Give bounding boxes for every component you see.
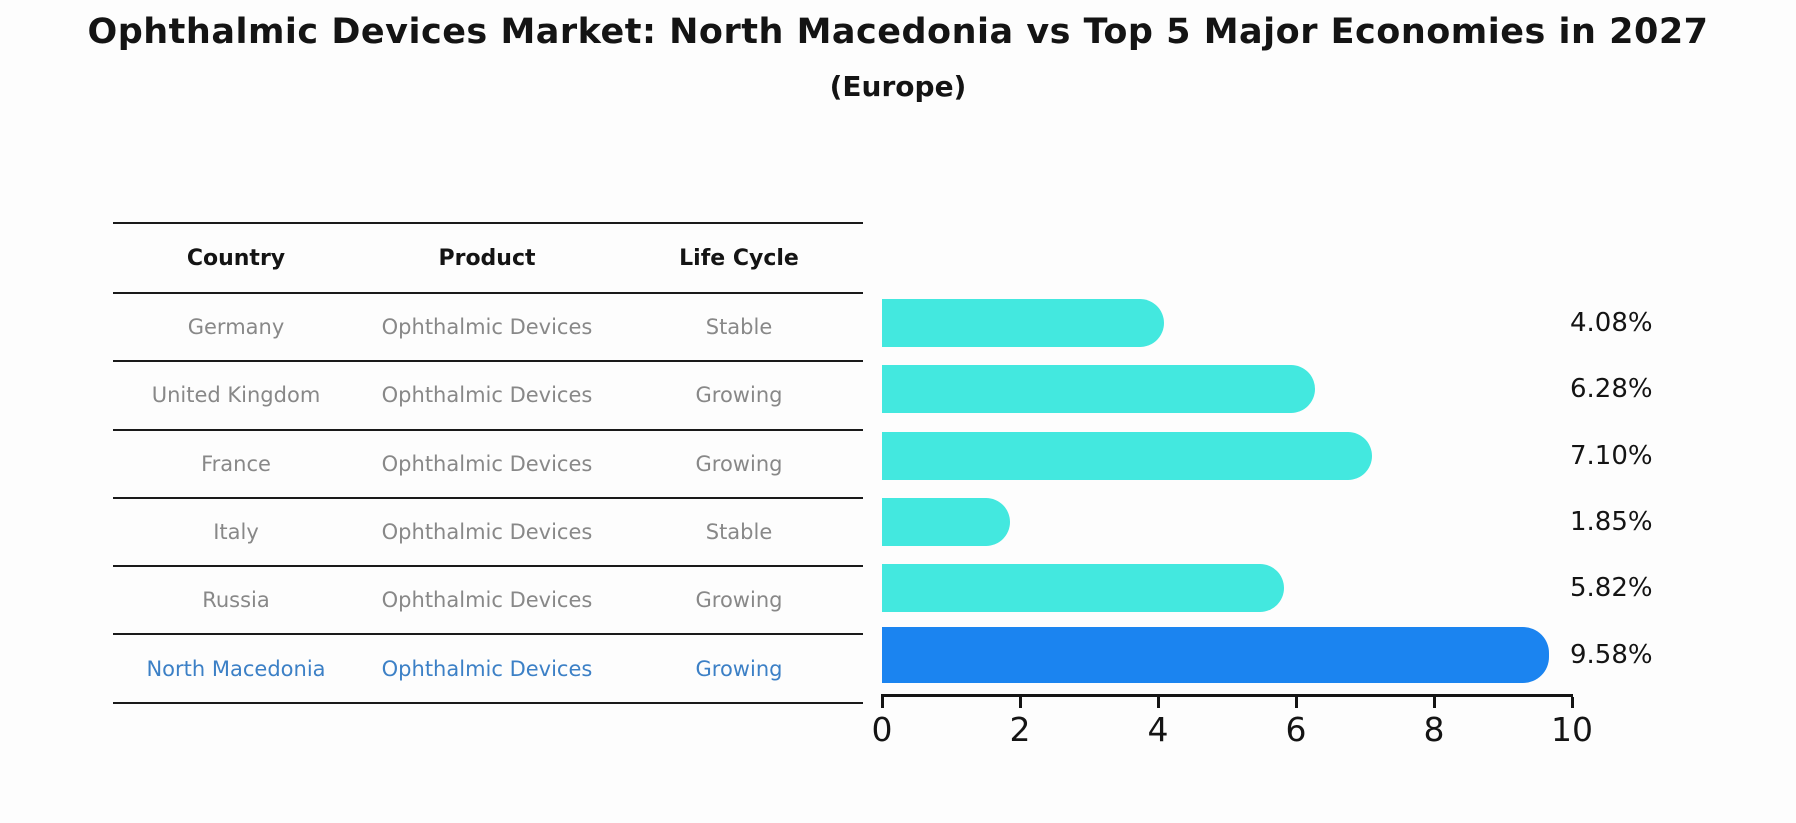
cell-life-cycle: Growing [615,634,863,704]
cell-country: North Macedonia [113,634,359,704]
x-tick-label: 6 [1285,710,1307,749]
cell-product: Ophthalmic Devices [359,361,615,431]
tick-mark [880,697,884,708]
x-tick-label: 2 [1009,710,1031,749]
cell-product: Ophthalmic Devices [359,634,615,704]
cell-product: Ophthalmic Devices [359,566,615,636]
bar-row-france: 7.10% [882,423,1653,489]
tick-mark [1432,697,1436,708]
table-row-north-macedonia: North Macedonia Ophthalmic Devices Growi… [113,634,863,704]
bar-row-north-macedonia: 9.58% [882,622,1653,688]
header-country: Country [113,223,359,294]
x-tick-label: 0 [871,710,893,749]
table-row-united-kingdom: United Kingdom Ophthalmic Devices Growin… [113,361,863,431]
cell-country: Germany [113,293,359,363]
x-tick-label: 10 [1551,710,1593,749]
bar-chart: 4.08% 6.28% 7.10% 1.85% 5.82% 9.58% [882,290,1653,688]
x-tick-label: 8 [1423,710,1445,749]
table-header-row: Country Product Life Cycle [113,223,863,294]
chart-title: Ophthalmic Devices Market: North Macedon… [87,12,1709,52]
bar-united-kingdom [882,365,1316,414]
bar-row-united-kingdom: 6.28% [882,356,1653,422]
bar-russia [882,564,1284,613]
bar-row-russia: 5.82% [882,555,1653,621]
bar-row-italy: 1.85% [882,489,1653,555]
value-label-north-macedonia: 9.58% [1570,639,1653,670]
header-product: Product [359,223,615,294]
value-label-france: 7.10% [1570,440,1653,471]
tick-mark [1156,697,1160,708]
cell-country: Russia [113,566,359,636]
cell-life-cycle: Growing [615,429,863,499]
cell-product: Ophthalmic Devices [359,293,615,363]
tick-mark [1018,697,1022,708]
value-label-italy: 1.85% [1570,507,1653,538]
cell-country: Italy [113,497,359,568]
cell-country: France [113,429,359,499]
table-row-germany: Germany Ophthalmic Devices Stable [113,293,863,363]
cell-country: United Kingdom [113,361,359,431]
table-row-italy: Italy Ophthalmic Devices Stable [113,497,863,568]
x-axis-line [881,694,1573,697]
cell-life-cycle: Growing [615,566,863,636]
table-row-france: France Ophthalmic Devices Growing [113,429,863,499]
bar-italy [882,498,1010,547]
cell-product: Ophthalmic Devices [359,429,615,499]
chart-subtitle: (Europe) [829,70,967,103]
cell-life-cycle: Stable [615,497,863,568]
x-axis: 0 2 4 6 8 10 [872,694,1593,784]
value-label-russia: 5.82% [1570,573,1653,604]
cell-life-cycle: Growing [615,361,863,431]
bar-germany [882,299,1164,348]
bar-row-germany: 4.08% [882,290,1653,356]
value-label-united-kingdom: 6.28% [1570,374,1653,405]
tick-mark [1570,697,1574,708]
tick-mark [1294,697,1298,708]
header-life-cycle: Life Cycle [615,223,863,294]
value-label-germany: 4.08% [1570,308,1653,339]
cell-product: Ophthalmic Devices [359,497,615,568]
country-table: Country Product Life Cycle Germany Ophth… [113,222,863,704]
bar-north-macedonia [882,626,1550,683]
bar-france [882,431,1372,480]
cell-life-cycle: Stable [615,293,863,363]
table-row-russia: Russia Ophthalmic Devices Growing [113,566,863,636]
x-tick-label: 4 [1147,710,1169,749]
